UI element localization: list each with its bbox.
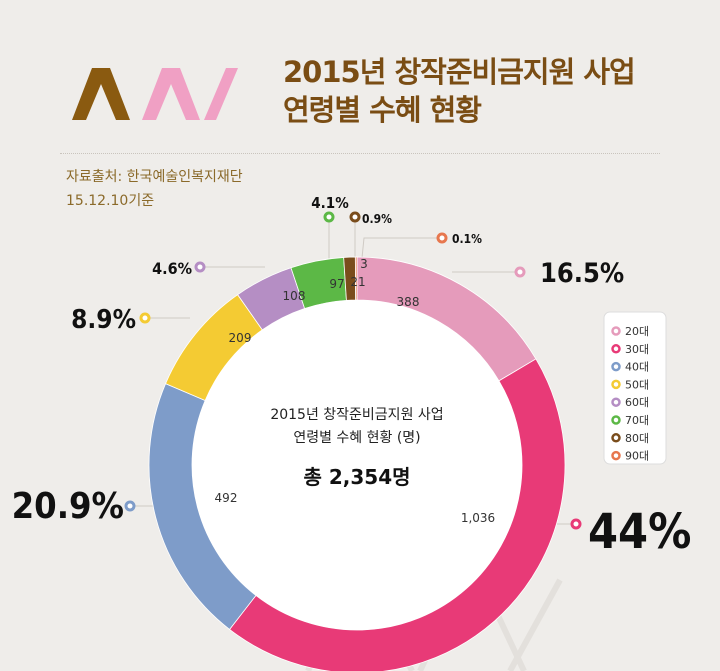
center-title-line1: 2015년 창작준비금지원 사업 (270, 407, 443, 423)
logo (68, 66, 238, 120)
pct-label-70대: 4.1% (311, 194, 349, 212)
legend-marker-80대 (611, 433, 621, 443)
legend-item-90대: 90대 (625, 450, 649, 463)
legend-item-40대: 40대 (625, 361, 649, 374)
slice-value-90대: 3 (360, 257, 368, 271)
pct-marker-30대 (570, 518, 582, 530)
pct-label-50대: 8.9% (71, 305, 136, 335)
pct-marker-90대 (436, 232, 448, 244)
legend-item-30대: 30대 (625, 343, 649, 356)
pct-label-60대: 4.6% (152, 259, 192, 278)
legend-marker-90대 (611, 450, 621, 461)
slice-value-20대: 388 (397, 295, 420, 309)
page-title-line1: 2015년 창작준비금지원 사업 (283, 55, 636, 89)
watermark-shape (507, 578, 563, 671)
leader-line (361, 237, 442, 259)
legend-item-80대: 80대 (625, 432, 649, 445)
source-text: 자료출처: 한국예술인복지재단 (66, 169, 243, 185)
slice-value-40대: 492 (215, 491, 238, 505)
legend-marker-20대 (611, 326, 621, 336)
page-title-line2: 연령별 수혜 현황 (283, 93, 482, 127)
legend-marker-70대 (611, 415, 621, 425)
pct-marker-40대 (124, 500, 136, 512)
pct-marker-20대 (514, 266, 526, 278)
slice-value-70대: 97 (329, 277, 344, 291)
pct-marker-60대 (194, 261, 206, 273)
legend-item-60대: 60대 (625, 396, 649, 409)
pct-marker-50대 (139, 312, 151, 324)
divider (60, 153, 660, 154)
slice-value-30대: 1,036 (461, 511, 495, 525)
legend-item-20대: 20대 (625, 325, 649, 338)
center-title-line2: 연령별 수혜 현황 (명) (293, 430, 420, 446)
pct-label-30대: 44% (588, 504, 691, 560)
total-label: 총 2,354명 (303, 465, 410, 489)
pct-label-90대: 0.1% (452, 232, 482, 246)
legend-marker-50대 (611, 379, 621, 390)
legend-marker-30대 (611, 344, 621, 354)
pct-label-80대: 0.9% (362, 212, 392, 226)
legend-item-70대: 70대 (625, 414, 649, 427)
slice-value-50대: 209 (229, 331, 252, 345)
pct-marker-80대 (349, 211, 361, 223)
pct-label-20대: 16.5% (540, 258, 624, 289)
slice-value-80대: 21 (350, 275, 365, 289)
slice-value-60대: 108 (283, 289, 306, 303)
donut-hole (192, 300, 522, 630)
pct-label-40대: 20.9% (12, 486, 124, 527)
date-text: 15.12.10기준 (66, 193, 155, 209)
pct-marker-70대 (323, 211, 335, 223)
legend-marker-60대 (611, 397, 621, 407)
legend-item-50대: 50대 (625, 378, 649, 391)
legend-marker-40대 (611, 361, 621, 372)
